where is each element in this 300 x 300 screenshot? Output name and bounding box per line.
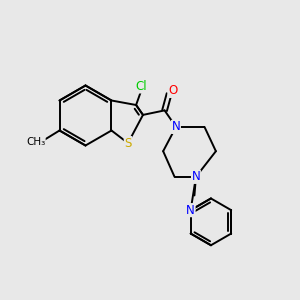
Text: N: N xyxy=(172,120,180,134)
Text: N: N xyxy=(192,170,200,183)
Text: CH₃: CH₃ xyxy=(26,136,45,147)
Text: O: O xyxy=(168,84,177,98)
Text: S: S xyxy=(124,136,132,150)
Text: N: N xyxy=(186,204,195,217)
Text: Cl: Cl xyxy=(136,80,147,93)
